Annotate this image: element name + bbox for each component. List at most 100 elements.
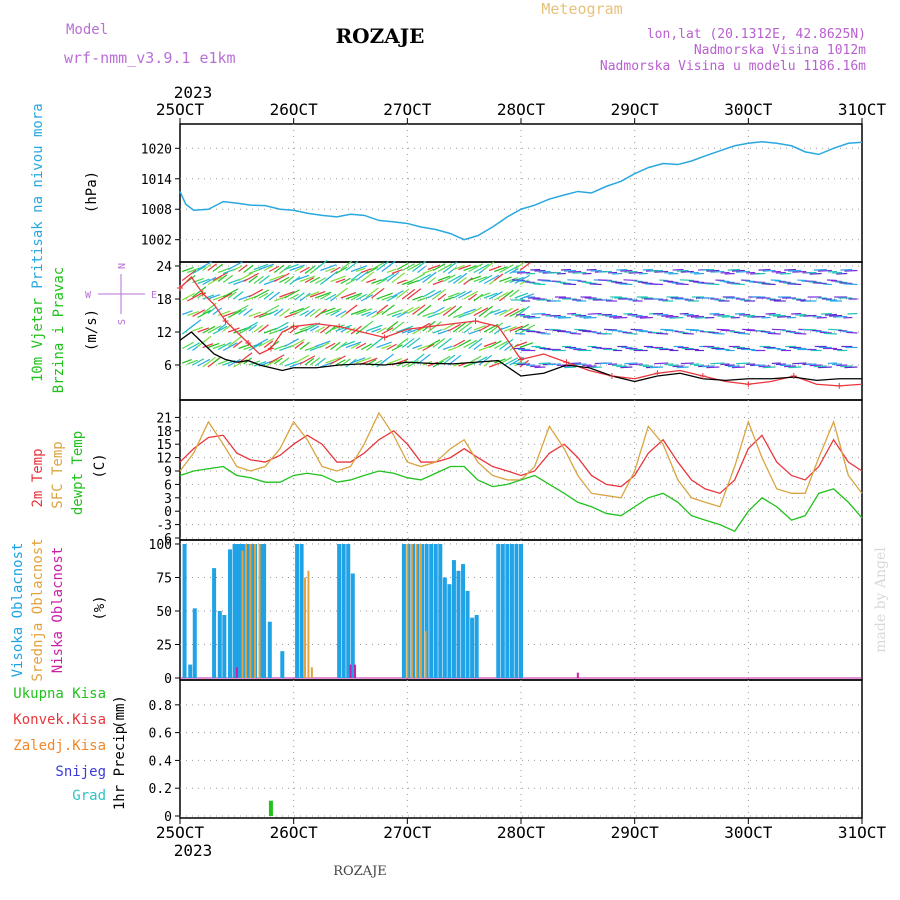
wind-arrow — [197, 327, 210, 333]
cloud-high-bar — [346, 544, 351, 678]
wind-arrow — [340, 277, 351, 285]
wind-arrow — [187, 310, 199, 317]
cloud-high-bar — [249, 544, 254, 678]
wind-arrow — [514, 323, 530, 333]
wind-arrow — [182, 359, 192, 364]
wind-arrow — [192, 265, 206, 275]
wind-arrow — [412, 353, 425, 364]
wind-arrow — [671, 282, 684, 285]
y-tick-label: 0 — [164, 505, 172, 520]
wind-arrow — [253, 275, 264, 284]
wind-arrow — [330, 341, 341, 350]
wind-arrow — [289, 307, 304, 315]
precip-unit: (mm) — [112, 695, 128, 729]
cloud-high-bar — [401, 544, 406, 678]
wind-arrow — [187, 293, 201, 302]
wind-arrow — [767, 332, 781, 335]
wind-arrow — [488, 291, 503, 300]
wind-arrow — [519, 305, 530, 314]
cloud-high-bar — [438, 544, 443, 678]
wind-arrow — [207, 306, 217, 314]
wind-gust-marker — [267, 345, 274, 352]
wind-arrow — [534, 366, 546, 369]
wind-arrow — [679, 279, 694, 282]
wind-arrow — [453, 272, 468, 284]
top-time-label: 29OCT — [611, 100, 660, 119]
y-tick-label: 6 — [164, 359, 172, 374]
cloud-high-bar — [500, 544, 505, 678]
wind-arrow — [407, 360, 420, 368]
cloud-mid-bar — [419, 544, 422, 678]
wind-arrow — [483, 274, 500, 285]
wind-arrow — [212, 307, 223, 315]
wind-arrow — [488, 322, 504, 334]
wind-arrow — [667, 281, 679, 284]
wind-arrow — [504, 357, 518, 366]
wind-arrow — [463, 308, 477, 315]
wind-arrow — [589, 283, 602, 286]
wind-arrow — [774, 280, 786, 283]
cloud-high-bar — [267, 621, 272, 678]
temp-ylabel-1: 2m Temp — [30, 448, 46, 507]
wind-arrow — [304, 265, 316, 274]
wind-arrow — [654, 362, 669, 365]
wind-arrow — [514, 274, 530, 285]
wind-arrow — [396, 311, 408, 319]
wind-arrow — [284, 275, 295, 284]
wind-arrow — [790, 331, 802, 334]
wind-arrow — [788, 269, 802, 272]
wind-arrow — [304, 291, 320, 298]
wind-arrow — [197, 309, 212, 319]
wind-arrow — [712, 332, 725, 335]
wind-arrow — [829, 314, 843, 317]
wind-arrow — [685, 328, 699, 331]
wind-arrow — [616, 365, 628, 368]
wind-arrow — [314, 326, 326, 333]
wind-arrow — [217, 323, 227, 331]
wind-arrow — [563, 283, 577, 286]
wind-arrow — [836, 272, 848, 275]
wind-arrow — [350, 308, 367, 316]
wind-arrow — [548, 328, 561, 331]
wind-arrow — [197, 261, 212, 271]
wind-arrow — [686, 314, 699, 317]
wind-arrow — [526, 330, 541, 333]
wind-arrow — [207, 325, 222, 334]
wind-arrow — [564, 269, 577, 272]
wind-arrow — [611, 281, 623, 284]
wind-arrow — [401, 263, 415, 272]
wind-arrow — [335, 359, 346, 366]
y-tick-label: 24 — [156, 260, 172, 275]
wind-arrow — [623, 279, 638, 282]
wind-arrow — [665, 315, 679, 318]
wind-arrow — [831, 280, 843, 283]
wind-arrow — [608, 329, 623, 332]
wind-arrow — [620, 366, 633, 369]
wind-arrow — [335, 278, 346, 284]
wind-arrow — [320, 293, 331, 300]
wind-arrow — [345, 292, 363, 300]
wind-arrow — [468, 275, 482, 282]
wind-arrow — [294, 354, 310, 364]
wind-arrow — [453, 339, 466, 348]
temp-ylabel-2: SFC Temp — [50, 441, 66, 508]
wind-arrow — [197, 335, 212, 347]
wind-arrow — [514, 341, 528, 348]
wind-arrow — [355, 342, 367, 350]
wind-arrow — [238, 272, 253, 282]
cloud-high-bar — [509, 544, 514, 678]
wind-arrow — [181, 269, 197, 281]
wind-arrow — [809, 272, 822, 275]
wind-arrow — [345, 278, 357, 286]
wind-arrow — [483, 310, 494, 318]
y-tick-label: 100 — [149, 538, 172, 553]
wind-arrow — [432, 306, 445, 315]
wind-arrow — [330, 275, 346, 283]
wind-arrow — [840, 365, 853, 368]
wind-arrow — [412, 344, 423, 350]
wind-arrow — [304, 308, 315, 317]
precip-total-bar — [268, 800, 273, 816]
wind-arrow — [473, 276, 488, 283]
wind-arrow — [294, 266, 304, 273]
wind-arrow — [314, 259, 328, 270]
